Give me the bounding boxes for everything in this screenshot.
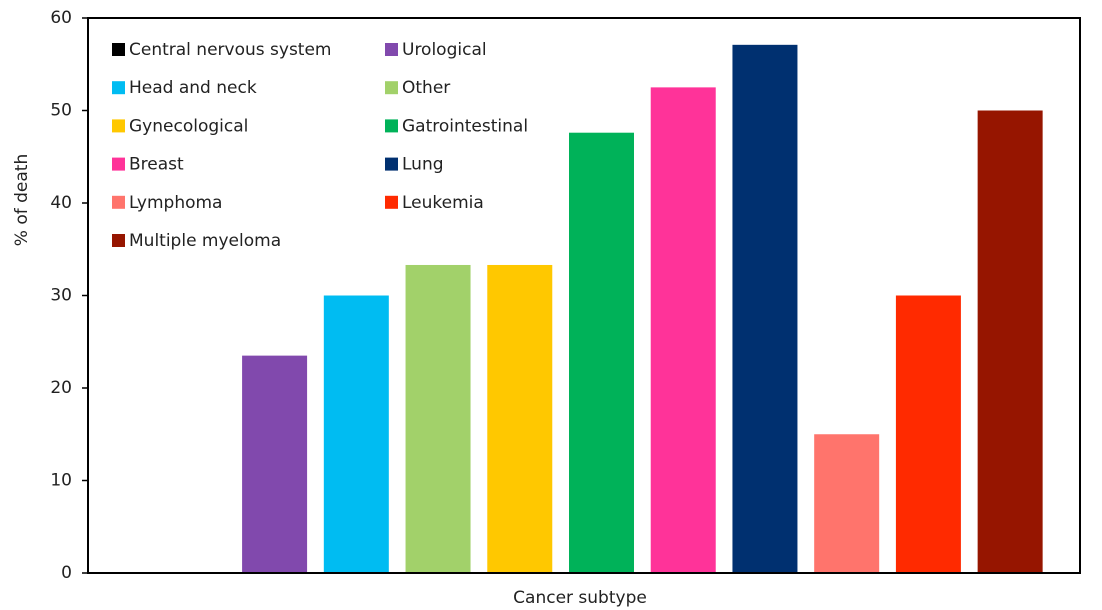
legend-label: Other (402, 78, 450, 98)
legend-swatch (112, 119, 125, 133)
legend-swatch (385, 43, 398, 56)
legend-label: Central nervous system (129, 40, 331, 60)
bar (895, 295, 961, 573)
y-tick-label: 20 (50, 378, 72, 398)
legend-label: Gynecological (129, 116, 248, 136)
bar (732, 44, 798, 573)
legend-label: Gatrointestinal (402, 116, 528, 136)
legend-swatch (385, 81, 398, 95)
bar (977, 110, 1043, 573)
legend-label: Lymphoma (129, 193, 222, 213)
bar (405, 264, 471, 573)
legend-swatch (112, 43, 125, 56)
legend-swatch (385, 195, 398, 209)
legend-label: Breast (129, 155, 184, 175)
legend-swatch (112, 234, 125, 247)
legend-label: Head and neck (129, 78, 257, 98)
y-tick-label: 10 (50, 471, 72, 491)
y-tick-label: 60 (50, 8, 72, 28)
bar (323, 295, 389, 573)
legend-swatch (112, 195, 125, 209)
legend-swatch (112, 81, 125, 95)
legend-label: Lung (402, 155, 444, 175)
x-axis-title: Cancer subtype (513, 588, 647, 608)
y-tick-label: 40 (50, 193, 72, 213)
legend-label: Multiple myeloma (129, 231, 281, 251)
bar (242, 355, 308, 573)
bar (814, 434, 880, 573)
bar (487, 264, 553, 573)
legend-swatch (385, 157, 398, 171)
bar (650, 87, 716, 573)
legend-swatch (112, 157, 125, 171)
bar (569, 132, 634, 573)
y-tick-label: 0 (61, 563, 72, 583)
legend-label: Leukemia (402, 193, 484, 213)
plot-frame (87, 17, 1081, 574)
y-tick-label: 50 (50, 101, 72, 121)
legend-label: Urological (402, 40, 487, 60)
legend-swatch (385, 119, 398, 133)
y-tick-label: 30 (50, 286, 72, 306)
y-axis-title: % of death (12, 154, 32, 246)
